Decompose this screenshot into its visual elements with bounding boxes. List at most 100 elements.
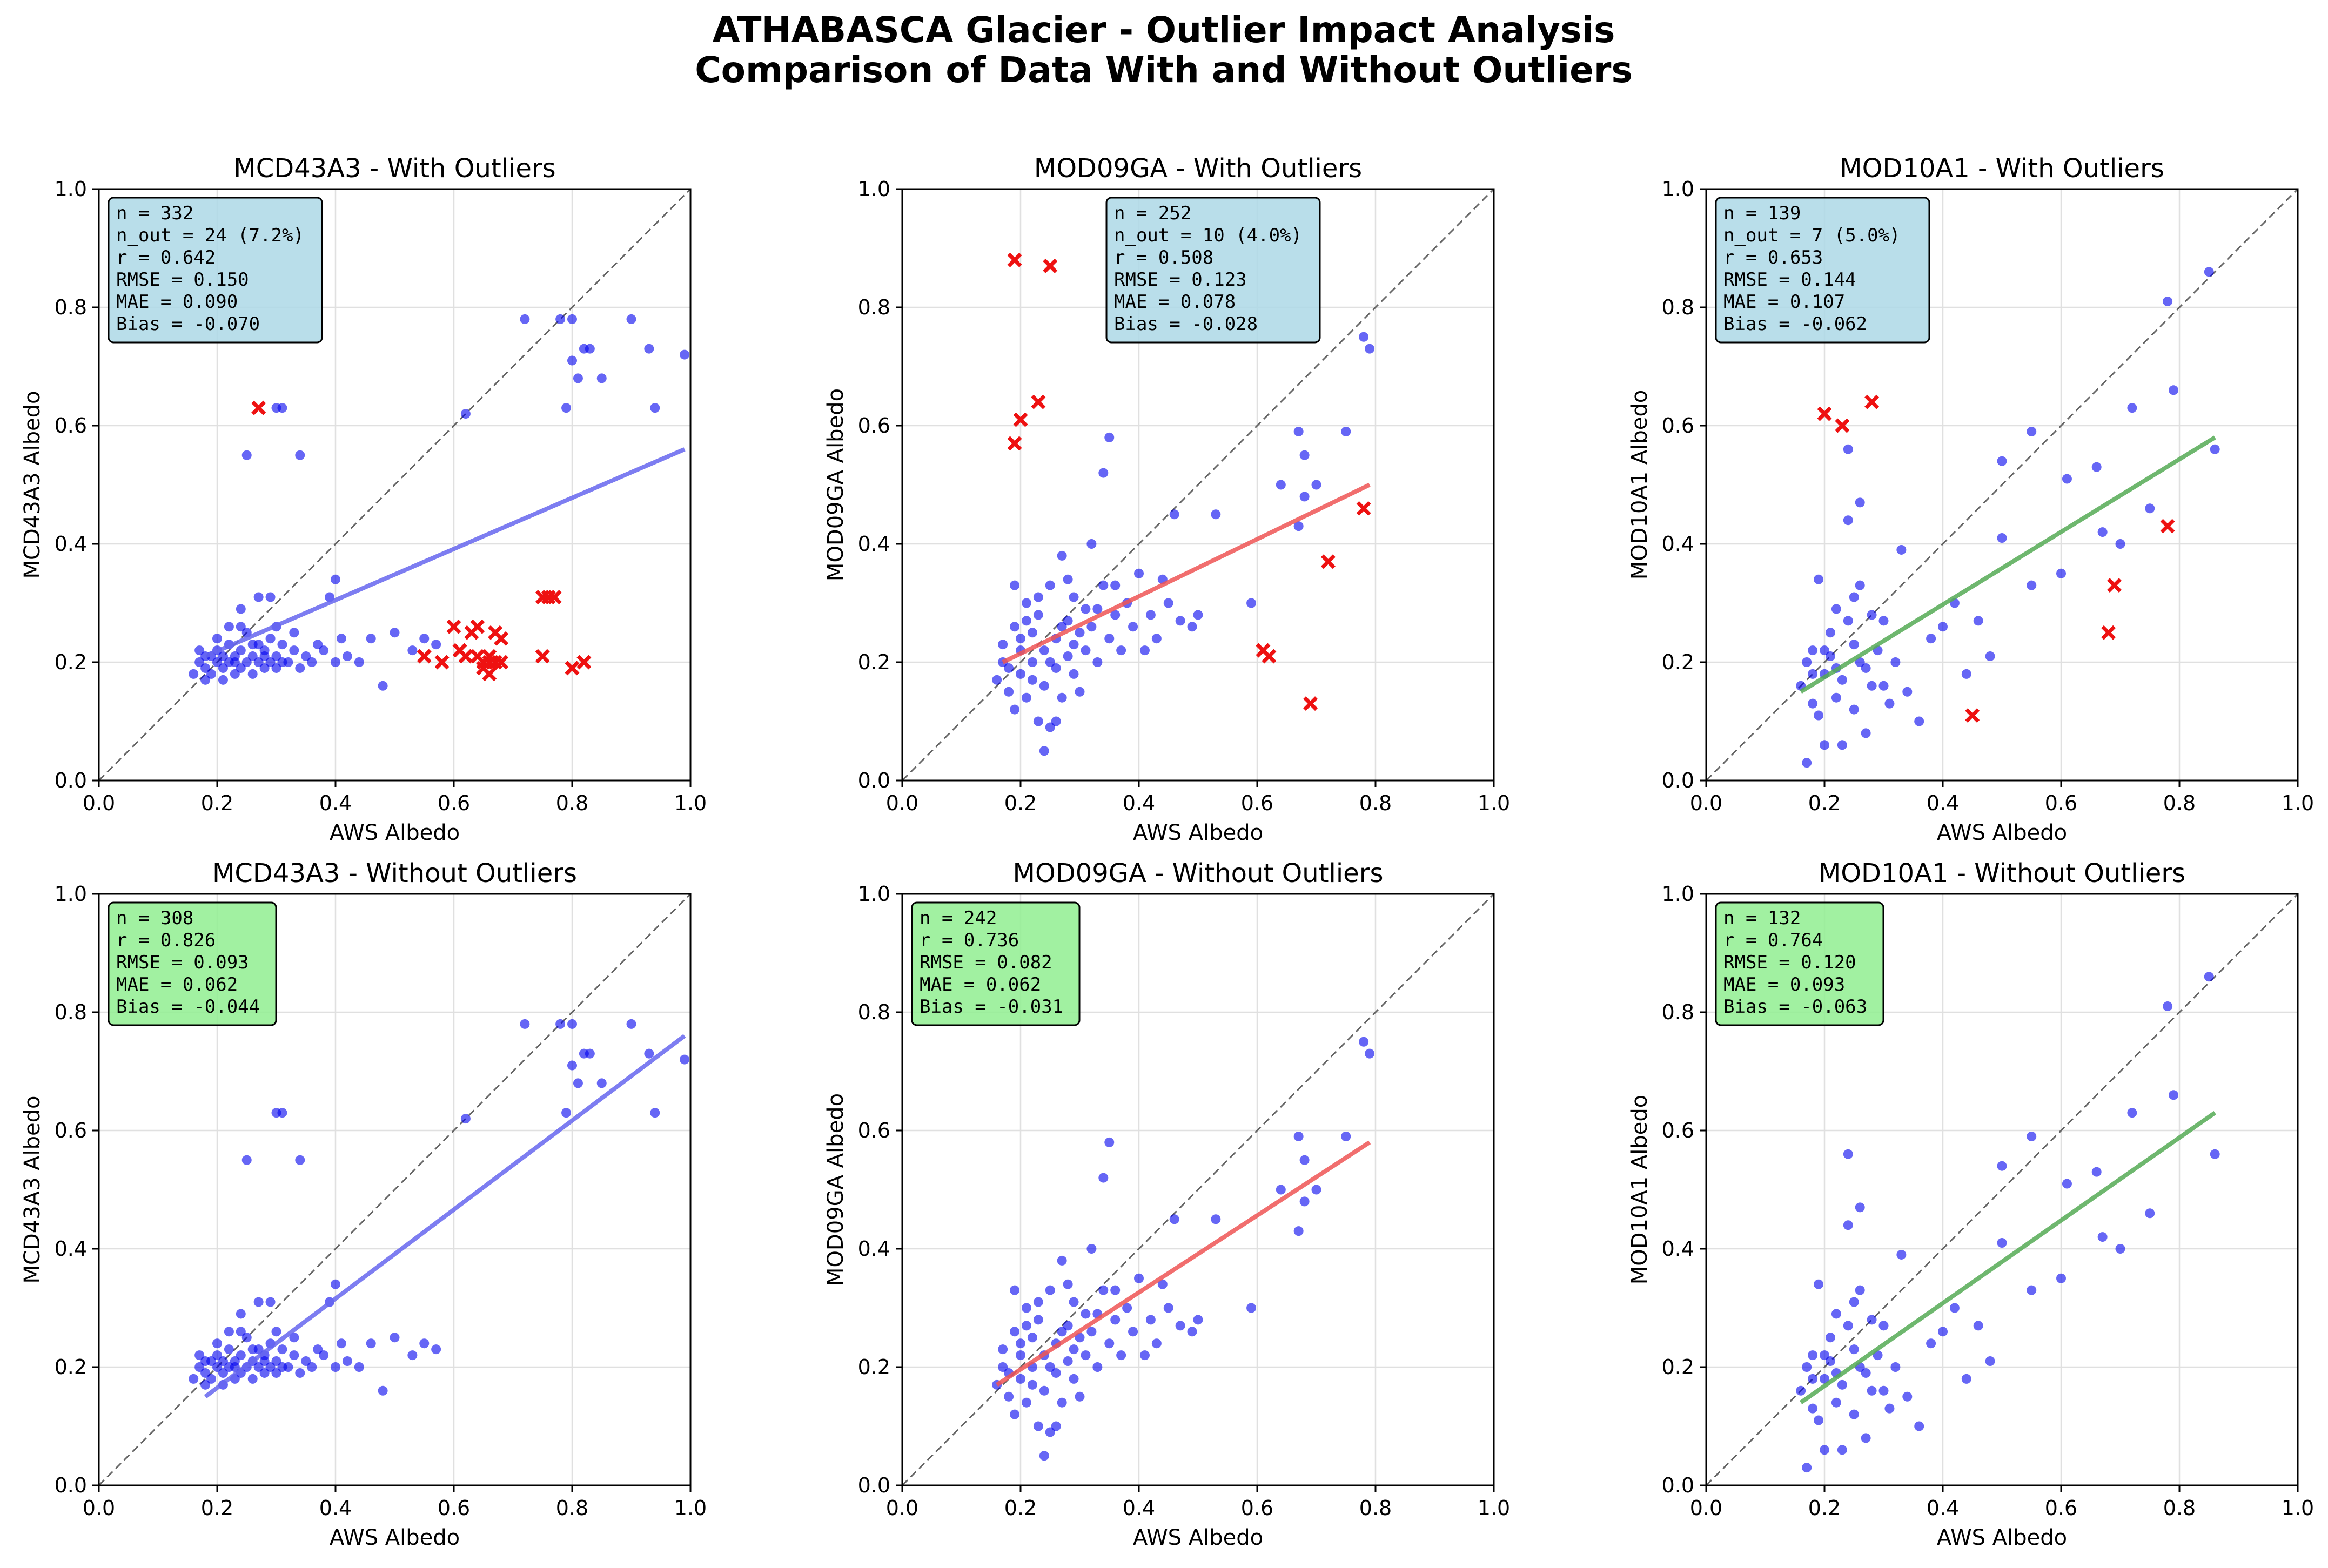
y-tick-label: 0.8: [55, 1000, 87, 1024]
outlier-stroke-b: [1013, 412, 1028, 427]
y-tick-label: 0.2: [858, 1355, 890, 1379]
outlier-marker: [1303, 696, 1318, 711]
figure-title-line1: ATHABASCA Glacier - Outlier Impact Analy…: [713, 9, 1615, 51]
data-point: [277, 1362, 287, 1372]
data-point: [1063, 651, 1073, 662]
stats-line: n_out = 24 (7.2%): [116, 225, 304, 246]
data-point: [2091, 462, 2102, 472]
data-point: [1837, 740, 1847, 750]
data-point: [1033, 610, 1043, 620]
data-point: [212, 1362, 222, 1372]
x-tick-label: 0.8: [1359, 791, 1392, 815]
y-tick-label: 0.0: [858, 1473, 890, 1497]
data-point: [1169, 509, 1179, 520]
y-axis-label: MCD43A3 Albedo: [20, 1095, 45, 1283]
data-point: [236, 1327, 246, 1337]
data-point: [2091, 1167, 2102, 1177]
outlier-stroke-b: [1864, 394, 1880, 409]
data-point: [1997, 1161, 2007, 1171]
outlier-stroke-b: [2101, 625, 2116, 640]
data-point: [241, 1333, 252, 1343]
outlier-stroke-b: [1965, 708, 1980, 723]
outlier-marker: [1320, 554, 1336, 569]
axes-frame: [901, 893, 1495, 1486]
stats-line: n = 332: [116, 203, 193, 224]
data-point: [1843, 1220, 1853, 1230]
data-point: [1973, 1321, 1983, 1331]
outlier-stroke-b: [494, 631, 509, 646]
data-point: [1814, 1415, 1824, 1425]
data-point: [1825, 651, 1835, 662]
data-point: [1299, 1196, 1310, 1207]
data-point: [1004, 663, 1014, 673]
data-point: [224, 1344, 234, 1355]
data-point: [265, 1362, 276, 1372]
stats-line: Bias = -0.070: [116, 313, 260, 335]
outlier-stroke-b: [482, 667, 497, 682]
stats-box-background: [108, 197, 323, 344]
stats-line: RMSE = 0.123: [1114, 269, 1247, 291]
data-point: [1861, 728, 1871, 738]
data-point: [1122, 1303, 1132, 1313]
data-point: [301, 651, 311, 662]
stats-box-background: [1715, 197, 1930, 344]
data-point: [1849, 592, 1859, 602]
data-point: [218, 1368, 228, 1378]
y-tick-label: 0.0: [1662, 1473, 1694, 1497]
data-point: [1365, 344, 1375, 354]
data-point: [1010, 1327, 1020, 1337]
data-point: [1086, 622, 1097, 632]
data-point: [247, 640, 258, 650]
data-point: [1104, 1338, 1115, 1349]
data-point: [1341, 1131, 1351, 1141]
stats-line: RMSE = 0.144: [1723, 269, 1856, 291]
data-point: [1075, 1391, 1085, 1402]
data-point: [1110, 1315, 1121, 1325]
data-point: [200, 675, 211, 685]
data-point: [1051, 716, 1061, 726]
data-point: [307, 1362, 317, 1372]
data-point: [2115, 1244, 2125, 1254]
data-point: [1098, 468, 1109, 478]
data-point: [1081, 1350, 1091, 1361]
x-tick-label: 0.6: [2045, 1496, 2077, 1520]
data-point: [2027, 1285, 2037, 1295]
y-tick-label: 1.0: [858, 177, 890, 201]
data-point: [212, 634, 222, 644]
data-point: [567, 314, 577, 324]
data-point: [1010, 1409, 1020, 1419]
data-point: [1820, 1445, 1829, 1455]
x-tick-label: 0.0: [886, 791, 918, 815]
stats-line: r = 0.736: [920, 930, 1019, 951]
x-tick-label: 0.2: [1004, 1496, 1037, 1520]
data-point: [1033, 1421, 1043, 1431]
regression-line: [204, 1034, 686, 1398]
data-point: [680, 1054, 690, 1065]
outlier-marker: [565, 661, 580, 676]
data-point: [2027, 580, 2037, 590]
data-point: [1092, 1362, 1103, 1372]
data-point: [431, 1344, 441, 1355]
data-point: [253, 592, 264, 602]
data-point: [247, 669, 258, 679]
data-point: [1849, 640, 1859, 650]
one-to-one-line: [1705, 188, 2299, 782]
y-tick-label: 0.4: [1662, 532, 1694, 556]
data-point: [1016, 1374, 1025, 1384]
data-point: [236, 663, 246, 673]
x-axis-label: AWS Albedo: [1133, 1525, 1263, 1550]
outlier-stroke-b: [1007, 252, 1022, 267]
data-point: [1110, 580, 1121, 590]
x-tick-label: 0.4: [1123, 791, 1155, 815]
data-point: [218, 663, 228, 673]
data-point: [1902, 1391, 1913, 1402]
data-point: [1808, 1374, 1818, 1384]
data-point: [271, 1327, 281, 1337]
outlier-marker: [1817, 406, 1832, 421]
data-point: [1902, 687, 1913, 697]
outlier-stroke-b: [565, 661, 580, 676]
x-tick-label: 0.2: [1808, 1496, 1841, 1520]
x-tick-label: 0.6: [1241, 791, 1273, 815]
x-tick-label: 0.0: [1690, 791, 1722, 815]
data-point: [313, 640, 323, 650]
